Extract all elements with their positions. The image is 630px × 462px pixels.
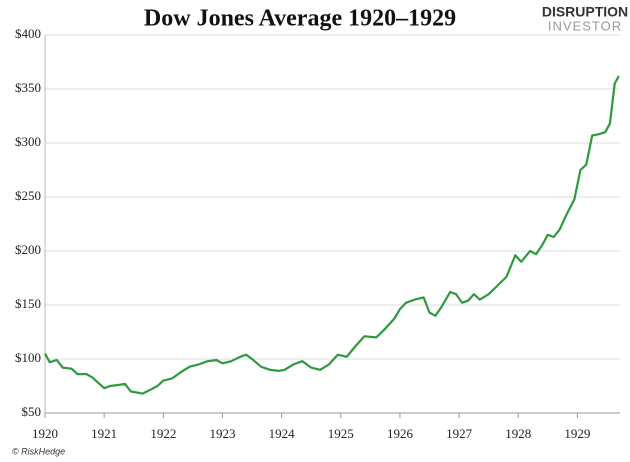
x-tick-label: 1924 bbox=[269, 426, 296, 441]
x-tick-label: 1929 bbox=[564, 426, 590, 441]
line bbox=[44, 75, 620, 395]
x-tick-label: 1920 bbox=[32, 426, 58, 441]
y-tick-label: $150 bbox=[15, 296, 41, 311]
x-tick-label: 1925 bbox=[328, 426, 354, 441]
x-tick-label: 1928 bbox=[505, 426, 531, 441]
logo-bottom: INVESTOR bbox=[548, 18, 622, 33]
x-tick-label: 1921 bbox=[91, 426, 117, 441]
logo-top: DISRUPTION bbox=[542, 4, 628, 20]
y-tick-label: $250 bbox=[15, 188, 41, 203]
x-tick-label: 1927 bbox=[446, 426, 473, 441]
x-tick-label: 1922 bbox=[150, 426, 176, 441]
x-tick-label: 1923 bbox=[209, 426, 235, 441]
y-tick-label: $350 bbox=[15, 80, 41, 95]
source: © RiskHedge bbox=[12, 446, 65, 456]
x-tick-label: 1926 bbox=[387, 426, 414, 441]
y-tick-label: $400 bbox=[15, 26, 41, 41]
chart-title: Dow Jones Average 1920–1929 bbox=[144, 6, 456, 32]
y-tick-label: $200 bbox=[15, 242, 41, 257]
y-tick-label: $300 bbox=[15, 134, 41, 149]
y-tick-label: $100 bbox=[15, 350, 41, 365]
y-tick-label: $50 bbox=[22, 404, 42, 419]
